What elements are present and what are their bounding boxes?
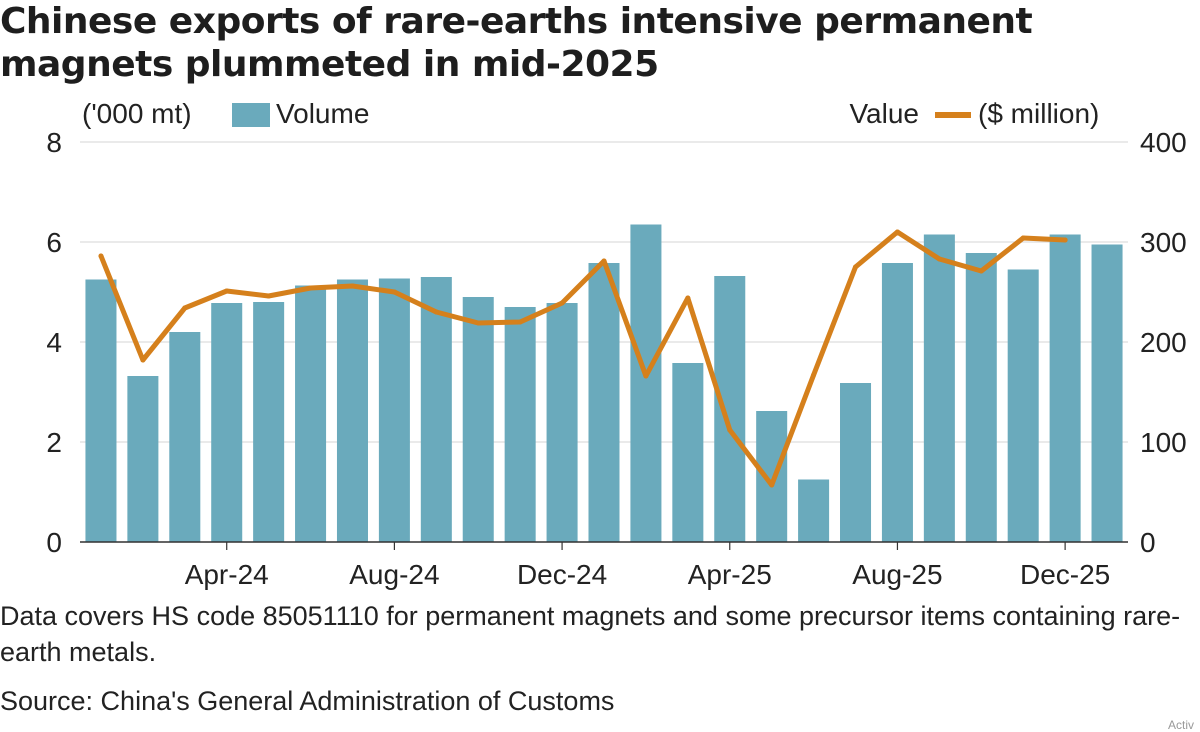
value-point [308,285,314,291]
volume-bars [85,224,1123,542]
chart-title: Chinese exports of rare-earths intensive… [0,1,1033,85]
volume-bar [840,383,872,542]
volume-bar [420,277,452,542]
volume-bar [336,279,368,542]
axes: 0 2 4 6 8 0 100 200 300 400 Apr-24 Aug-24 Dec-24 Apr-… [46,127,1186,590]
value-point [1062,237,1068,243]
value-point [853,264,859,270]
value-point [391,289,397,295]
x-axis-tick-label: Apr-24 [185,559,269,590]
x-axis-tick-label: Dec-25 [1020,559,1110,590]
left-axis-tick-label: 2 [46,427,62,458]
value-point [349,283,355,289]
volume-bar [1049,234,1081,542]
value-point [182,305,188,311]
value-point [433,309,439,315]
right-axis-tick-label: 200 [1140,327,1187,358]
value-line [98,229,1068,488]
volume-bar [546,303,578,542]
volume-bar [504,307,536,542]
volume-bar [378,278,410,542]
volume-bar [630,224,662,542]
value-point [936,256,942,262]
volume-bar [798,479,830,542]
activation-watermark: Activ [1167,718,1194,732]
volume-bar [756,411,788,542]
value-point [601,258,607,264]
right-axis-tick-label: 100 [1140,427,1187,458]
x-axis-tick-label: Aug-25 [852,559,942,590]
value-point [140,357,146,363]
volume-bar [127,376,159,542]
value-point [1020,235,1026,241]
legend: ('000 mt) Volume Value ($ million) [82,98,1099,129]
value-point [769,482,775,488]
legend-value-unit: ($ million) [978,98,1099,129]
x-axis-tick-label: Aug-24 [349,559,439,590]
volume-bar [1007,269,1039,542]
legend-value-label: Value [849,98,919,129]
volume-bar [965,253,997,542]
volume-bar [253,302,285,542]
volume-bar [672,363,704,542]
x-axis-tick-label: Apr-25 [688,559,772,590]
volume-bar [1091,244,1123,542]
chart-area: 0 2 4 6 8 0 100 200 300 400 Apr-24 Aug-24 Dec-24 Apr-… [46,98,1186,590]
volume-bar [714,276,746,542]
right-axis-tick-label: 300 [1140,227,1187,258]
value-point [475,320,481,326]
value-point [978,268,984,274]
value-point [685,295,691,301]
value-series-line [98,229,1068,488]
value-point [266,293,272,299]
left-axis-tick-label: 0 [46,527,62,558]
volume-bar [923,234,955,542]
volume-bar [462,297,494,542]
left-axis-tick-label: 6 [46,227,62,258]
volume-bar [211,303,243,542]
chart-source: Source: China's General Administration o… [0,686,615,716]
volume-bar [881,263,913,542]
value-point [894,229,900,235]
value-point [224,288,230,294]
legend-volume-label: Volume [276,98,369,129]
legend-volume-unit: ('000 mt) [82,98,192,129]
x-axis-tick-label: Dec-24 [517,559,607,590]
value-point [98,253,104,259]
volume-bar [169,332,201,542]
legend-volume-swatch [232,103,270,127]
volume-bar [85,279,117,542]
value-point [643,373,649,379]
volume-bar [588,263,620,542]
right-axis-tick-label: 0 [1140,527,1156,558]
chart-note: Data covers HS code 85051110 for permane… [0,601,1181,667]
right-axis-tick-label: 400 [1140,127,1187,158]
left-axis-tick-label: 8 [46,127,62,158]
value-point [517,319,523,325]
value-point [727,427,733,433]
left-axis-tick-label: 4 [46,327,62,358]
volume-bar [295,285,327,542]
value-point [811,372,817,378]
value-point [559,300,565,306]
